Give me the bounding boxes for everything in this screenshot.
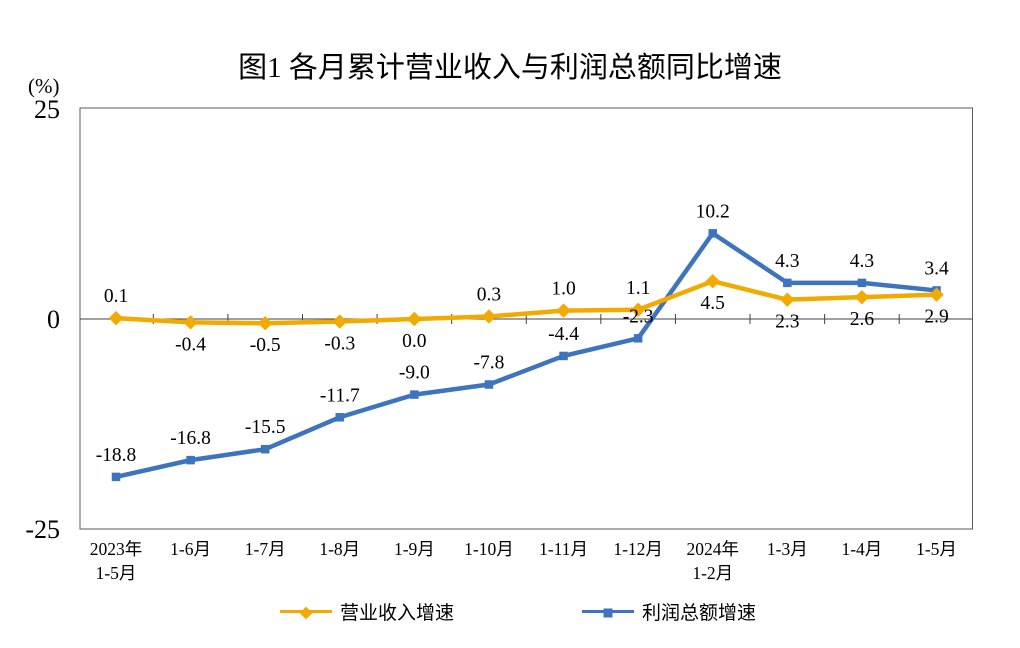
svg-text:-2.3: -2.3	[623, 306, 654, 327]
svg-text:-0.5: -0.5	[250, 335, 281, 356]
svg-text:1-9月: 1-9月	[394, 539, 435, 559]
svg-text:1.0: 1.0	[551, 279, 575, 300]
svg-text:1-5月: 1-5月	[96, 563, 137, 583]
svg-text:0.3: 0.3	[477, 284, 501, 305]
svg-text:4.3: 4.3	[850, 251, 874, 272]
svg-text:3.4: 3.4	[924, 258, 949, 279]
svg-text:1-8月: 1-8月	[319, 539, 360, 559]
svg-text:-25: -25	[25, 515, 60, 544]
svg-text:-11.7: -11.7	[320, 385, 360, 406]
svg-text:-0.4: -0.4	[175, 334, 206, 355]
svg-text:2.3: 2.3	[775, 312, 799, 333]
svg-text:-9.0: -9.0	[399, 363, 430, 384]
svg-text:0.1: 0.1	[104, 286, 128, 307]
svg-text:1-11月: 1-11月	[539, 539, 588, 559]
svg-text:-7.8: -7.8	[474, 353, 505, 374]
svg-text:-16.8: -16.8	[170, 428, 211, 449]
svg-text:1-10月: 1-10月	[464, 539, 514, 559]
svg-text:2.9: 2.9	[924, 307, 948, 328]
svg-text:4.3: 4.3	[775, 251, 799, 272]
svg-text:-18.8: -18.8	[96, 445, 137, 466]
svg-text:10.2: 10.2	[696, 201, 730, 222]
svg-text:2024年: 2024年	[686, 539, 739, 559]
svg-text:-0.3: -0.3	[324, 334, 355, 355]
svg-text:1-7月: 1-7月	[245, 539, 286, 559]
svg-text:4.5: 4.5	[701, 293, 725, 314]
svg-text:1-5月: 1-5月	[916, 539, 957, 559]
svg-text:1-4月: 1-4月	[841, 539, 882, 559]
svg-text:1-2月: 1-2月	[692, 563, 733, 583]
svg-text:1-6月: 1-6月	[170, 539, 211, 559]
svg-text:25: 25	[34, 95, 60, 124]
svg-text:1-3月: 1-3月	[767, 539, 808, 559]
svg-text:-4.4: -4.4	[548, 324, 579, 345]
svg-text:2.6: 2.6	[850, 309, 875, 330]
svg-text:2023年: 2023年	[90, 539, 143, 559]
svg-text:1-12月: 1-12月	[613, 539, 663, 559]
svg-text:0: 0	[47, 305, 60, 334]
svg-text:0.0: 0.0	[402, 331, 426, 352]
svg-text:-15.5: -15.5	[245, 417, 286, 438]
svg-text:1.1: 1.1	[626, 278, 650, 299]
